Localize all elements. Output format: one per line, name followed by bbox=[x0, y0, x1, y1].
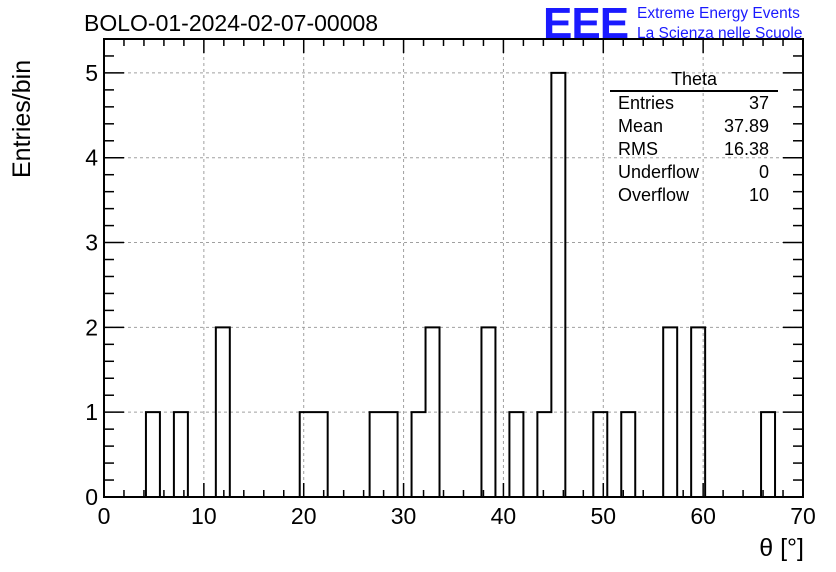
stats-label: Underflow bbox=[618, 162, 700, 182]
x-tick-label: 20 bbox=[291, 503, 317, 529]
y-tick-label: 3 bbox=[85, 230, 98, 256]
stats-value: 16.38 bbox=[723, 139, 769, 159]
x-tick-label: 60 bbox=[690, 503, 716, 529]
stats-row-entries: Entries 37 bbox=[610, 92, 778, 115]
stats-box: Theta Entries 37 Mean 37.89 RMS 16.38 Un… bbox=[610, 69, 778, 207]
x-axis-label: θ [°] bbox=[759, 534, 804, 562]
y-tick-label: 1 bbox=[85, 399, 98, 425]
x-tick-label: 0 bbox=[98, 503, 111, 529]
logo-caption-line2: La Scienza nelle Scuole bbox=[637, 25, 803, 42]
stats-value: 10 bbox=[748, 185, 769, 205]
stats-value: 0 bbox=[758, 162, 769, 182]
x-tick-label: 10 bbox=[191, 503, 217, 529]
plot-frame bbox=[103, 38, 804, 498]
logo-caption-line1: Extreme Energy Events bbox=[637, 5, 800, 22]
tick-labels: 0 10 20 30 40 50 60 70 0 1 2 3 4 5 bbox=[85, 60, 816, 529]
eee-logo: EEE bbox=[543, 0, 629, 48]
stats-row-overflow: Overflow 10 bbox=[610, 184, 778, 207]
x-tick-label: 30 bbox=[391, 503, 417, 529]
stats-row-underflow: Underflow 0 bbox=[610, 161, 778, 184]
stats-title: Theta bbox=[610, 69, 778, 92]
y-axis-label: Entries/bin bbox=[8, 59, 36, 178]
x-tick-label: 70 bbox=[790, 503, 816, 529]
x-tick-label: 40 bbox=[491, 503, 517, 529]
stats-value: 37.89 bbox=[723, 116, 769, 136]
y-tick-label: 0 bbox=[85, 484, 98, 510]
y-tick-label: 4 bbox=[85, 145, 98, 171]
y-tick-label: 2 bbox=[85, 314, 98, 340]
stats-label: Overflow bbox=[618, 185, 690, 205]
stats-label: Entries bbox=[618, 93, 675, 113]
y-tick-label: 5 bbox=[85, 60, 98, 86]
logo-caption: Extreme Energy Events La Scienza nelle S… bbox=[637, 4, 802, 44]
stats-row-mean: Mean 37.89 bbox=[610, 115, 778, 138]
stats-row-rms: RMS 16.38 bbox=[610, 138, 778, 161]
run-title: BOLO-01-2024-02-07-00008 bbox=[84, 10, 379, 36]
stats-label: RMS bbox=[618, 139, 658, 159]
x-tick-label: 50 bbox=[590, 503, 616, 529]
stats-label: Mean bbox=[618, 116, 664, 136]
axis-ticks bbox=[103, 38, 804, 498]
stats-value: 37 bbox=[748, 93, 769, 113]
